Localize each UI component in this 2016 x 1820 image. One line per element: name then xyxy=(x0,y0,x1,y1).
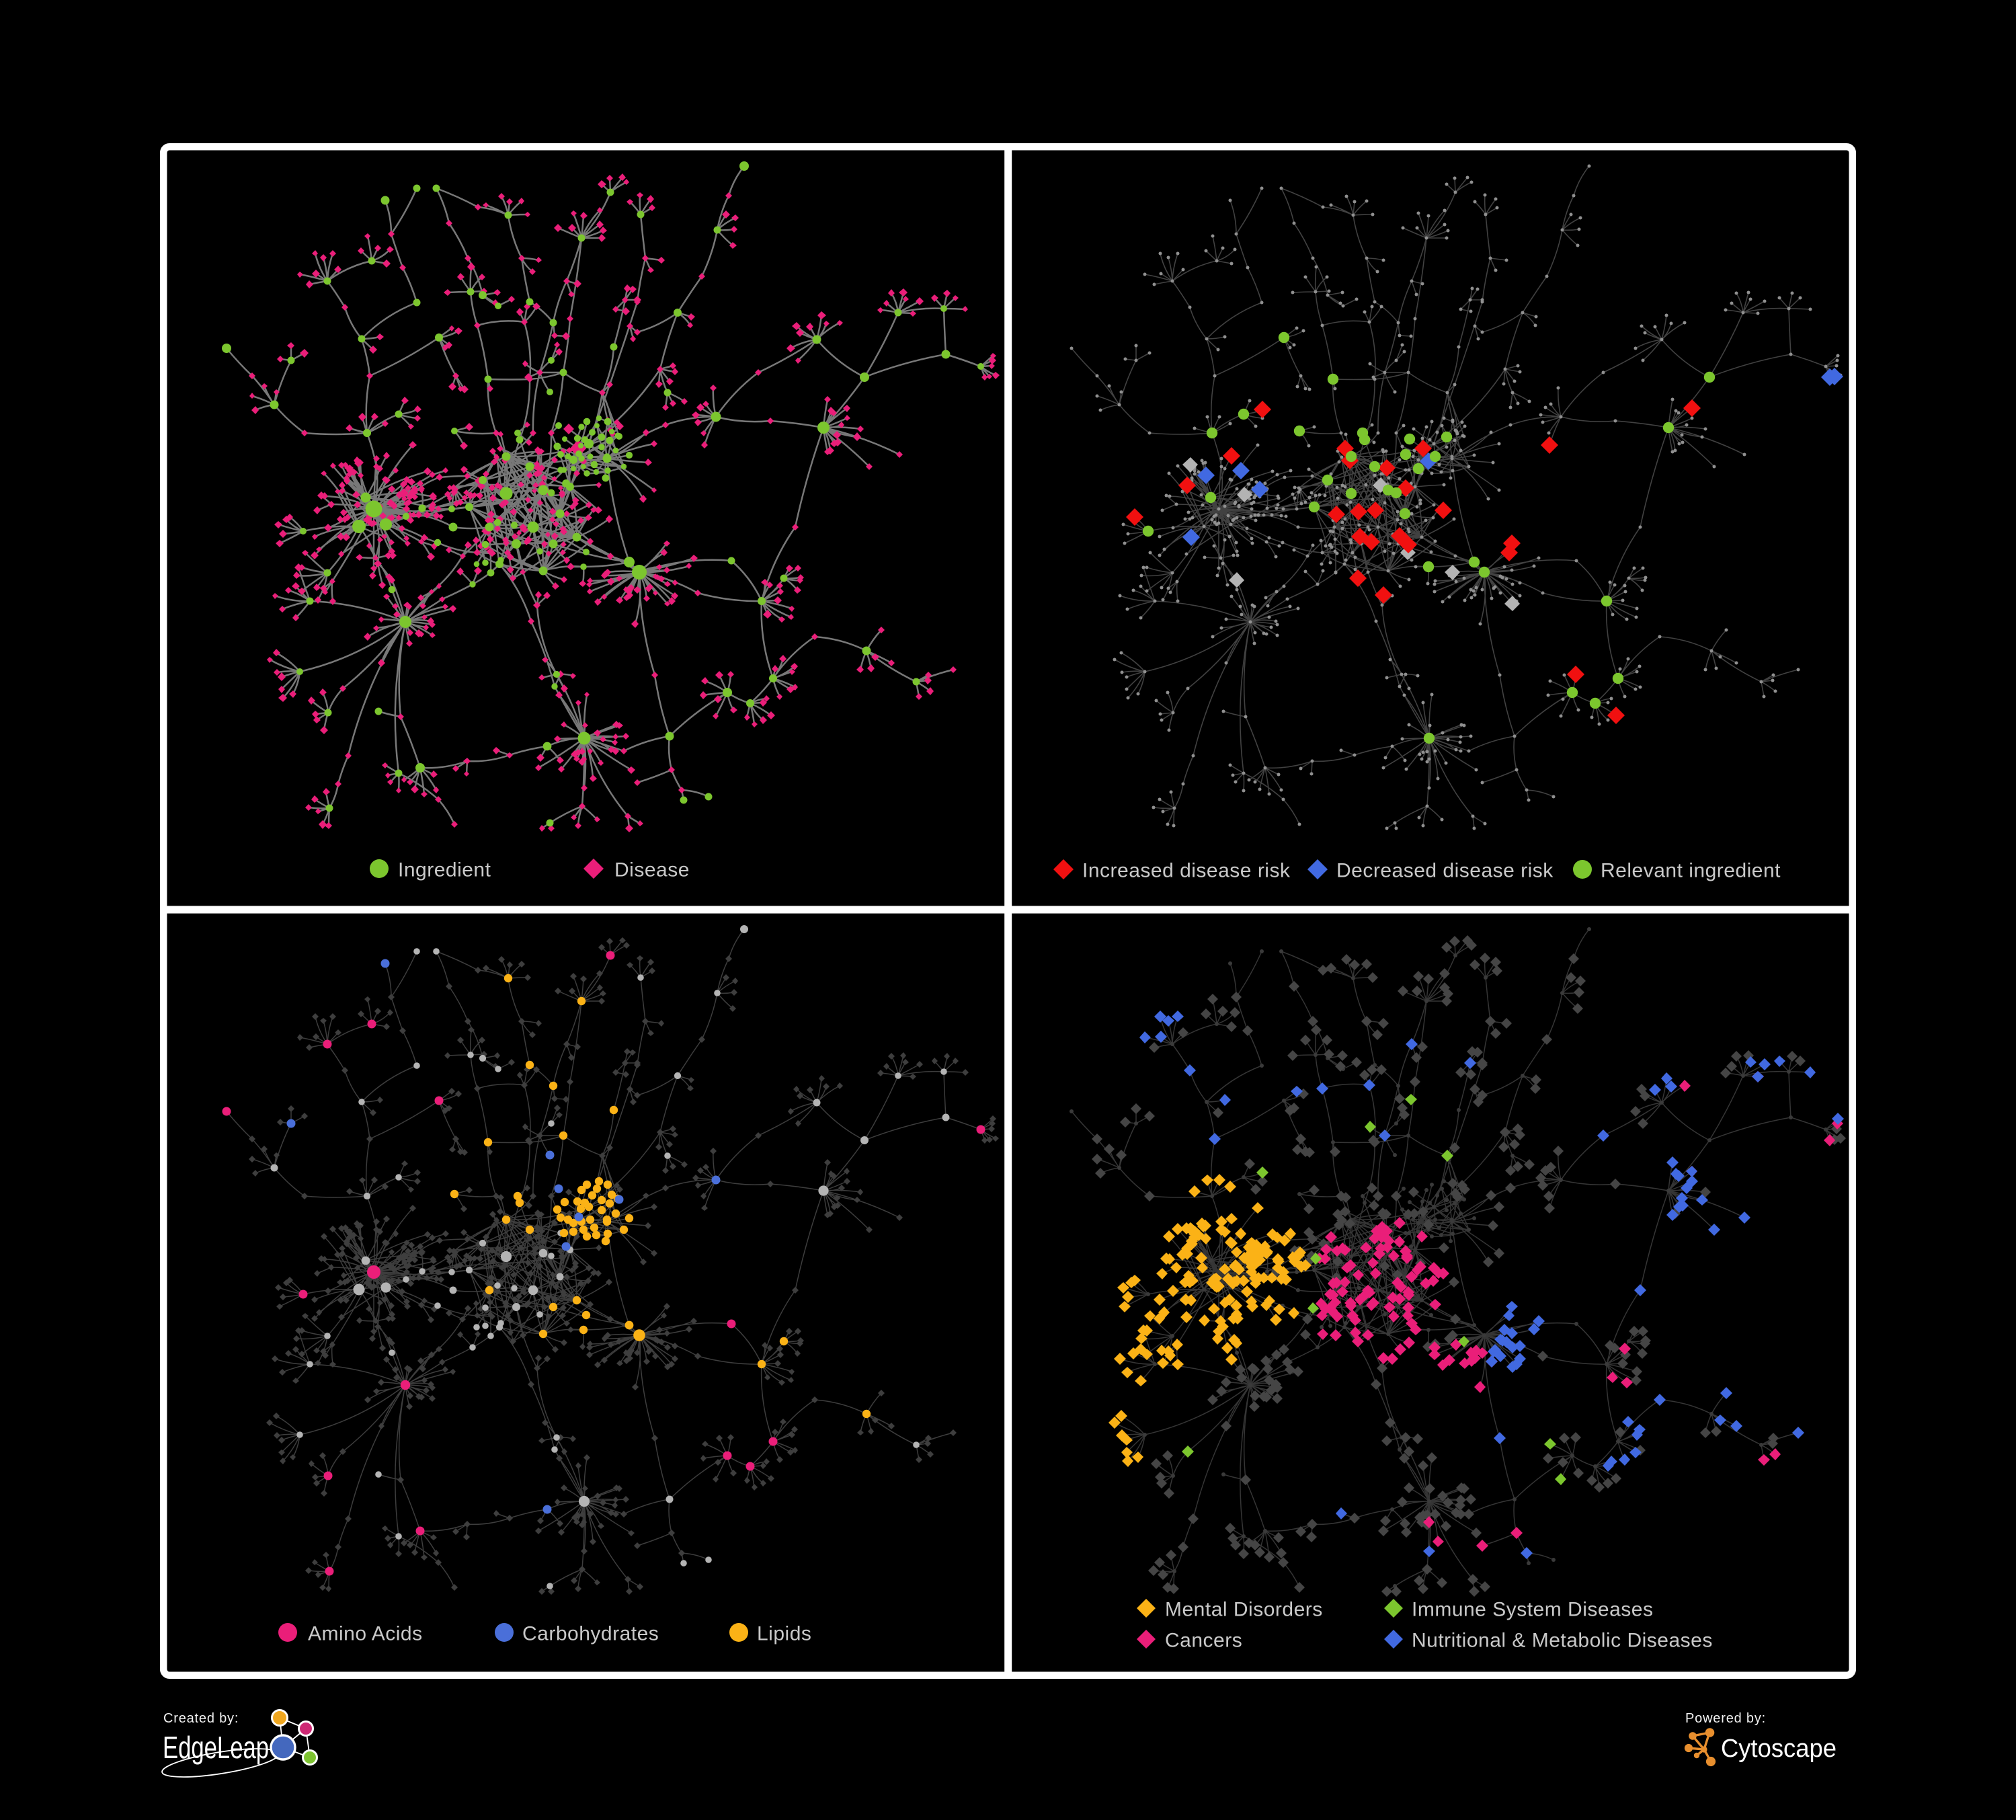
svg-text:Powered by:: Powered by: xyxy=(1685,1711,1766,1726)
svg-text:Increased disease risk: Increased disease risk xyxy=(1082,860,1291,882)
svg-text:Carbohydrates: Carbohydrates xyxy=(522,1623,659,1645)
svg-text:Relevant ingredient: Relevant ingredient xyxy=(1601,860,1781,882)
svg-text:Amino Acids: Amino Acids xyxy=(308,1623,423,1645)
svg-text:Immune System Diseases: Immune System Diseases xyxy=(1412,1599,1653,1621)
svg-text:EdgeLeap: EdgeLeap xyxy=(163,1730,269,1765)
svg-text:Disease: Disease xyxy=(614,859,690,881)
svg-text:Mental Disorders: Mental Disorders xyxy=(1165,1599,1323,1621)
svg-text:Lipids: Lipids xyxy=(757,1623,811,1645)
svg-text:Cytoscape: Cytoscape xyxy=(1721,1735,1837,1763)
svg-text:Created by:: Created by: xyxy=(163,1711,239,1726)
svg-text:Cancers: Cancers xyxy=(1165,1630,1242,1652)
svg-text:Decreased disease risk: Decreased disease risk xyxy=(1336,860,1554,882)
svg-text:Ingredient: Ingredient xyxy=(398,859,491,881)
svg-text:Nutritional & Metabolic Diseas: Nutritional & Metabolic Diseases xyxy=(1412,1630,1713,1652)
